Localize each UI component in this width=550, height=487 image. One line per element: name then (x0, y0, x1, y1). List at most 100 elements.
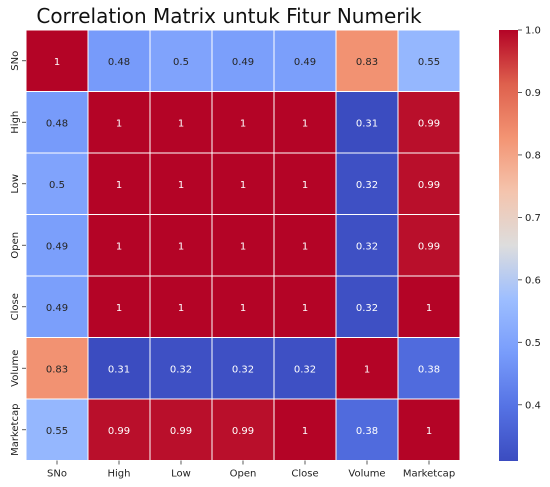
cell-value-label: 1 (54, 57, 60, 68)
cell-value-label: 1 (116, 118, 122, 129)
cell-value-label: 1 (240, 303, 246, 314)
y-tick-label: Open (10, 232, 21, 259)
cell-value-label: 0.32 (356, 303, 378, 314)
colorbar-tick-label: 0.9 (525, 88, 541, 99)
x-tick-label: SNo (47, 469, 67, 480)
heatmap-cell-low-high (87, 152, 151, 215)
cell-value-label: 0.38 (356, 426, 378, 437)
heatmap-cell-open-marketcap (397, 214, 461, 277)
x-tick-label: High (108, 469, 131, 480)
heatmap-cell-open-volume (335, 214, 399, 277)
cell-value-label: 1 (116, 303, 122, 314)
heatmap-cell-open-sno (25, 214, 89, 277)
heatmap-cell-low-close (273, 152, 337, 215)
cell-value-label: 0.83 (356, 57, 378, 68)
cell-value-label: 0.5 (173, 57, 189, 68)
y-tick-label: SNo (10, 51, 21, 71)
cell-value-label: 0.48 (46, 118, 68, 129)
cell-value-label: 0.99 (232, 426, 254, 437)
cell-value-label: 0.32 (294, 364, 316, 375)
cell-value-label: 0.32 (232, 364, 254, 375)
heatmap-cell-volume-close (273, 337, 337, 400)
heatmap-cell-sno-low (149, 29, 213, 92)
cell-value-label: 1 (426, 426, 432, 437)
cell-value-label: 0.38 (418, 364, 440, 375)
cell-value-label: 1 (302, 118, 308, 129)
cell-value-label: 0.5 (49, 180, 65, 191)
cell-value-label: 0.99 (418, 118, 440, 129)
heatmap-cell-volume-high (87, 337, 151, 400)
cell-value-label: 1 (116, 241, 122, 252)
colorbar-ticks: 0.4 0.5 0.6 0.7 0.8 0.9 1.0 (518, 26, 541, 411)
heatmap-cell-open-open (211, 214, 275, 277)
heatmap-cell-high-low (149, 91, 213, 154)
cell-value-label: 0.31 (108, 364, 130, 375)
x-tick-label: Close (291, 469, 318, 480)
cell-value-label: 1 (240, 118, 246, 129)
heatmap-cell-marketcap-low (149, 398, 213, 461)
heatmap-cell-marketcap-marketcap (397, 398, 461, 461)
heatmap-cell-sno-high (87, 29, 151, 92)
cell-value-label: 1 (178, 180, 184, 191)
heatmap-cell-sno-volume (335, 29, 399, 92)
cell-value-label: 1 (240, 241, 246, 252)
heatmap-cell-close-low (149, 275, 213, 338)
cell-value-label: 1 (178, 303, 184, 314)
cell-value-label: 0.49 (46, 241, 68, 252)
heatmap-cell-volume-open (211, 337, 275, 400)
cell-value-label: 0.32 (356, 180, 378, 191)
heatmap-cell-low-low (149, 152, 213, 215)
cell-value-label: 0.99 (108, 426, 130, 437)
colorbar (499, 30, 518, 461)
colorbar-tick-label: 0.5 (525, 338, 541, 349)
cell-value-label: 0.48 (108, 57, 130, 68)
x-axis-ticks: SNo High Low Open Close Volume Marketcap (47, 460, 455, 480)
heatmap-cell-volume-marketcap (397, 337, 461, 400)
cell-value-label: 0.32 (356, 241, 378, 252)
cell-value-label: 0.99 (418, 241, 440, 252)
cell-value-label: 0.83 (46, 364, 68, 375)
x-tick-label: Marketcap (403, 469, 455, 480)
cell-value-label: 0.55 (46, 426, 68, 437)
heatmap-cell-low-open (211, 152, 275, 215)
y-tick-label: Low (10, 174, 21, 194)
y-tick-label: Close (10, 293, 21, 320)
heatmap-cell-high-close (273, 91, 337, 154)
cell-value-label: 0.99 (170, 426, 192, 437)
chart-title: Correlation Matrix untuk Fitur Numerik (36, 4, 422, 28)
heatmap-cell-close-sno (25, 275, 89, 338)
cell-value-label: 1 (302, 241, 308, 252)
x-tick-label: Low (171, 469, 191, 480)
cell-value-label: 0.55 (418, 57, 440, 68)
cell-value-label: 1 (240, 180, 246, 191)
cell-value-label: 0.49 (46, 303, 68, 314)
cell-value-label: 1 (116, 180, 122, 191)
cell-value-label: 1 (178, 118, 184, 129)
cell-value-label: 1 (426, 303, 432, 314)
colorbar-tick-label: 0.7 (525, 213, 541, 224)
heatmap-cell-low-volume (335, 152, 399, 215)
cell-value-label: 0.49 (232, 57, 254, 68)
x-tick-label: Volume (348, 469, 385, 480)
cell-value-label: 0.99 (418, 180, 440, 191)
heatmap-cell-high-marketcap (397, 91, 461, 154)
colorbar-tick-label: 1.0 (525, 26, 541, 37)
heatmap-cell-marketcap-close (273, 398, 337, 461)
heatmap-cell-open-high (87, 214, 151, 277)
heatmap-cell-marketcap-open (211, 398, 275, 461)
cell-value-label: 1 (302, 426, 308, 437)
colorbar-tick-label: 0.8 (525, 150, 541, 161)
y-axis-ticks: SNo High Low Open Close Volume Marketcap (10, 51, 26, 456)
y-tick-label: High (10, 111, 21, 134)
heatmap-cell-sno-sno (25, 29, 89, 92)
y-tick-label: Volume (10, 350, 21, 387)
cell-value-label: 1 (364, 364, 370, 375)
heatmap-cell-marketcap-volume (335, 398, 399, 461)
cell-value-label: 1 (178, 241, 184, 252)
heatmap-cells: 1 0.48 0.5 0.49 0.49 0.83 0.55 0.48 1 1 1 1 0.31 0.99… (25, 29, 461, 461)
colorbar-tick-label: 0.6 (525, 275, 541, 286)
colorbar-tick-label: 0.4 (525, 400, 541, 411)
cell-value-label: 0.32 (170, 364, 192, 375)
y-tick-label: Marketcap (10, 404, 21, 456)
